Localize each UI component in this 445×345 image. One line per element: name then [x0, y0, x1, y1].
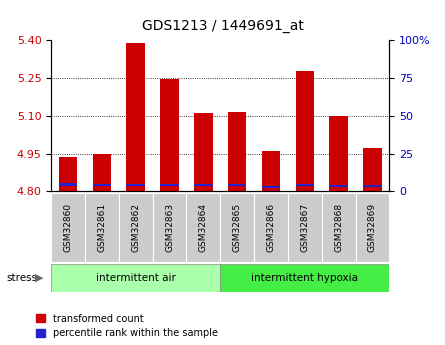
Bar — [295, 71, 314, 191]
Bar — [194, 113, 213, 191]
Bar — [194, 184, 213, 186]
Bar — [126, 184, 145, 186]
Text: intermittent hypoxia: intermittent hypoxia — [251, 273, 358, 283]
Bar — [51, 193, 85, 262]
Bar — [356, 193, 389, 262]
Bar — [363, 185, 382, 187]
Bar — [160, 184, 179, 186]
Bar — [93, 184, 111, 186]
Text: stress: stress — [7, 273, 38, 283]
Bar — [295, 184, 314, 186]
Bar — [160, 79, 179, 191]
Bar — [85, 193, 119, 262]
Bar — [262, 186, 280, 188]
Legend: transformed count, percentile rank within the sample: transformed count, percentile rank withi… — [36, 314, 218, 338]
Bar — [220, 264, 389, 292]
Bar — [220, 193, 254, 262]
Bar — [186, 193, 220, 262]
Bar — [59, 184, 77, 186]
Bar — [93, 154, 111, 191]
Text: GSM32861: GSM32861 — [97, 203, 106, 252]
Text: GSM32866: GSM32866 — [267, 203, 275, 252]
Bar — [119, 193, 153, 262]
Text: GDS1213 / 1449691_at: GDS1213 / 1449691_at — [142, 19, 303, 33]
Bar — [51, 264, 220, 292]
Bar — [153, 193, 186, 262]
Text: GSM32869: GSM32869 — [368, 203, 377, 252]
Text: GSM32867: GSM32867 — [300, 203, 309, 252]
Text: intermittent air: intermittent air — [96, 273, 176, 283]
Bar — [254, 193, 288, 262]
Text: GSM32863: GSM32863 — [165, 203, 174, 252]
Bar — [126, 43, 145, 191]
Bar — [329, 116, 348, 191]
Bar — [228, 184, 247, 186]
Text: GSM32860: GSM32860 — [64, 203, 73, 252]
Bar — [322, 193, 356, 262]
Bar — [59, 157, 77, 191]
Text: GSM32864: GSM32864 — [199, 203, 208, 252]
Bar — [228, 112, 247, 191]
Bar — [329, 185, 348, 187]
Text: GSM32865: GSM32865 — [233, 203, 242, 252]
Text: ▶: ▶ — [35, 273, 43, 283]
Bar — [288, 193, 322, 262]
Bar — [363, 148, 382, 191]
Text: GSM32862: GSM32862 — [131, 203, 140, 252]
Text: GSM32868: GSM32868 — [334, 203, 343, 252]
Bar — [262, 151, 280, 191]
